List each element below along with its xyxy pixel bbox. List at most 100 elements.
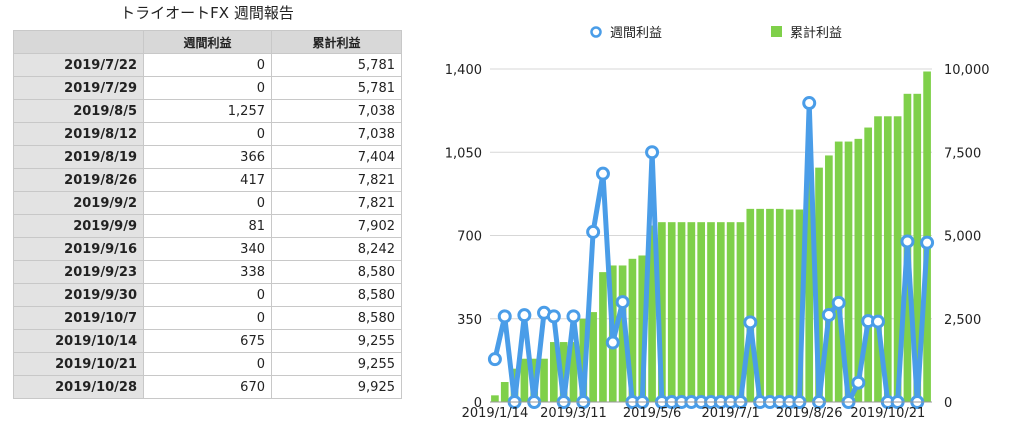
row-weekly-profit: 675 [143,329,272,353]
right-tick-label: 2,500 [944,313,981,328]
row-weekly-profit: 0 [143,352,272,376]
table-header-row: 週間利益 累計利益 [13,30,402,54]
weekly-profit-point [900,234,915,249]
table-row: 2019/8/12 0 7,038 [13,122,402,146]
legend-line-marker [590,26,602,38]
row-cumulative-profit: 7,038 [271,122,402,146]
table-row: 2019/10/7 0 8,580 [13,306,402,330]
weekly-profit-point [497,309,512,324]
weekly-profit-point [802,96,817,111]
table-row: 2019/9/2 0 7,821 [13,191,402,215]
table-row: 2019/9/16 340 8,242 [13,237,402,261]
row-date: 2019/9/30 [13,283,144,307]
cumulative-bar [491,395,499,402]
weekly-profit-point [743,315,758,330]
right-tick-label: 7,500 [944,146,981,161]
cumulative-bar [844,141,853,402]
table-row: 2019/8/19 366 7,404 [13,145,402,169]
row-cumulative-profit: 8,242 [271,237,402,261]
x-tick-label: 2019/1/14 [462,406,529,421]
weekly-profit-point [920,235,935,250]
header-weekly-profit: 週間利益 [143,30,272,54]
row-weekly-profit: 1,257 [143,99,272,123]
table-row: 2019/7/22 0 5,781 [13,53,402,77]
cumulative-bar [893,116,902,402]
row-date: 2019/9/2 [13,191,144,215]
row-date: 2019/10/28 [13,375,144,399]
row-cumulative-profit: 7,404 [271,145,402,169]
cumulative-bar [638,255,647,402]
row-cumulative-profit: 7,902 [271,214,402,238]
row-cumulative-profit: 7,821 [271,168,402,192]
cumulative-bar [775,208,784,402]
table-row: 2019/8/26 417 7,821 [13,168,402,192]
row-weekly-profit: 0 [143,122,272,146]
left-tick-label: 0 [474,396,482,411]
row-date: 2019/8/19 [13,145,144,169]
table-row: 2019/9/9 81 7,902 [13,214,402,238]
table-row: 2019/7/29 0 5,781 [13,76,402,100]
cumulative-bar [628,258,637,402]
cumulative-bar [677,222,686,402]
row-weekly-profit: 0 [143,306,272,330]
cumulative-bar [540,358,548,402]
x-tick-label: 2019/5/6 [623,406,681,421]
weekly-profit-point [870,314,885,329]
weekly-profit-point [487,352,502,367]
right-tick-label: 5,000 [944,230,981,245]
legend-bar-marker [771,26,782,37]
table-row: 2019/10/21 0 9,255 [13,352,402,376]
weekly-profit-point [517,308,532,323]
row-weekly-profit: 81 [143,214,272,238]
row-weekly-profit: 340 [143,237,272,261]
cumulative-bar [589,312,597,402]
row-cumulative-profit: 8,580 [271,306,402,330]
chart-legend: 週間利益 累計利益 [590,25,842,41]
cumulative-bar [736,222,745,402]
weekly-profit-point [645,145,660,160]
weekly-profit-point [615,295,630,310]
row-weekly-profit: 0 [143,76,272,100]
row-cumulative-profit: 5,781 [271,53,402,77]
table-row: 2019/8/5 1,257 7,038 [13,99,402,123]
row-weekly-profit: 417 [143,168,272,192]
cumulative-bar [756,208,764,402]
cumulative-bar [569,342,578,402]
table-row: 2019/10/14 675 9,255 [13,329,402,353]
row-cumulative-profit: 9,925 [271,375,402,399]
row-date: 2019/8/26 [13,168,144,192]
right-tick-label: 0 [944,396,952,411]
x-tick-label: 2019/8/26 [776,406,843,421]
cumulative-bar [854,138,863,402]
legend-label-cumulative: 累計利益 [790,25,842,41]
row-cumulative-profit: 8,580 [271,260,402,284]
row-date: 2019/10/14 [13,329,144,353]
row-weekly-profit: 670 [143,375,272,399]
cumulative-bar [658,222,666,402]
row-weekly-profit: 366 [143,145,272,169]
weekly-profit-point [566,309,581,324]
cumulative-bar [697,222,706,402]
cumulative-bar [834,141,843,402]
row-cumulative-profit: 7,821 [271,191,402,215]
cumulative-bar [618,265,627,402]
chart-axes: 0 0 350 2,500 700 5,000 1,050 7,500 1,400 10,000 2… [445,63,990,421]
row-date: 2019/9/9 [13,214,144,238]
cumulative-bar [864,127,872,403]
x-tick-label: 2019/7/1 [701,406,759,421]
cumulative-bar [716,222,725,402]
row-cumulative-profit: 8,580 [271,283,402,307]
left-tick-label: 350 [457,313,482,328]
cumulative-bar [785,209,794,402]
cumulative-bar [707,222,715,402]
cumulative-bar [913,93,922,402]
cumulative-bar [599,272,607,402]
x-tick-label: 2019/10/21 [850,406,925,421]
row-date: 2019/7/22 [13,53,144,77]
row-cumulative-profit: 7,038 [271,99,402,123]
cumulative-bar [500,382,509,402]
cumulative-bar [766,208,774,402]
left-tick-label: 1,050 [445,146,482,161]
cumulative-bar [520,358,529,402]
cumulative-bar [795,209,804,402]
